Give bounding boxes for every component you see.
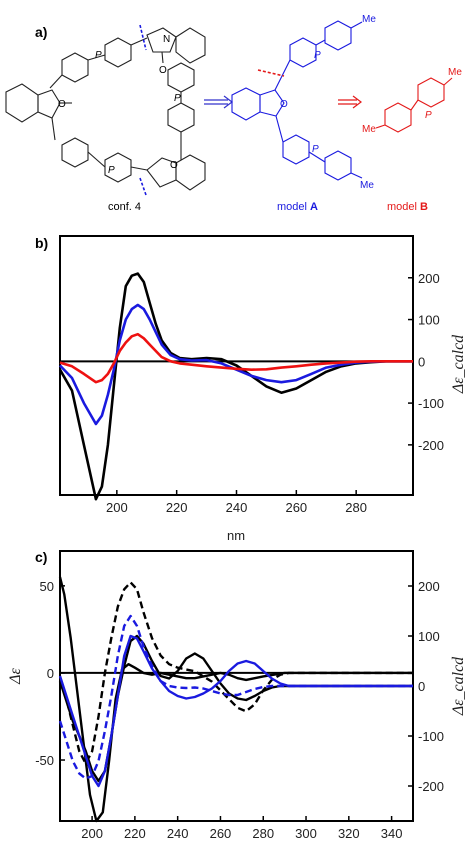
p-label: P — [95, 50, 102, 61]
imidazolidinone-ring-left — [37, 89, 61, 119]
panel-b-x-tick-label: 220 — [166, 500, 188, 515]
oxygen-label-bottom: O — [170, 160, 178, 171]
p-label-a2: P — [312, 144, 319, 155]
phenyl-a-4 — [324, 150, 352, 181]
panel-b-series-line-2 — [59, 303, 413, 426]
panel-c-y-tick-label-right: 200 — [418, 579, 440, 594]
cyclohexane-ring-top — [175, 27, 206, 64]
panel-b-label: b) — [35, 235, 48, 251]
panel-c-x-tick-label: 280 — [252, 826, 274, 841]
panel-c-series-line-4 — [58, 634, 413, 788]
panel-b-y-tick-label: 200 — [418, 271, 440, 286]
panel-c-x-tick-label: 200 — [81, 826, 103, 841]
phenyl-right-2 — [167, 102, 195, 133]
panel-c-y-tick-label-left: 50 — [40, 579, 54, 594]
carbonyl-bond-top — [161, 51, 164, 64]
phenyl-a-2 — [324, 20, 352, 51]
panel-b-y-tick-label: -200 — [418, 438, 444, 453]
phenyl-b-2 — [417, 77, 445, 108]
phenyl-bottom-2 — [104, 152, 132, 183]
macrocycle-structure — [5, 27, 206, 191]
panel-b-x-tick-label: 200 — [106, 500, 128, 515]
panel-c-y-ticks-right: 200 100 0 -100 -200 — [408, 579, 444, 794]
imidazolidinone-ring-top — [146, 27, 177, 53]
phenyl-top-1 — [104, 37, 132, 68]
panel-b-x-tick-label: 260 — [285, 500, 307, 515]
panel-c-y-tick-label-right: 0 — [418, 679, 425, 694]
panel-c-series-line-2 — [58, 581, 413, 765]
p-label-b: P — [425, 110, 432, 121]
panel-b-x-ticks: 200 220 240 260 280 — [106, 490, 367, 515]
methyl-label-b2: Me — [448, 67, 462, 78]
panel-c-x-tick-label: 320 — [338, 826, 360, 841]
panel-b-xlabel: nm — [227, 528, 245, 543]
cyclohexane-ring-bottom — [175, 154, 206, 191]
panel-c-x-tick-label: 240 — [167, 826, 189, 841]
model-b-structure — [375, 77, 453, 133]
phenyl-right-1 — [167, 62, 195, 93]
methyl-label-a2: Me — [360, 180, 374, 191]
panel-b-ylabel-right: Δε_calcd — [450, 334, 467, 394]
oxygen-label-a: O — [280, 99, 288, 110]
methyl-label-a1: Me — [362, 14, 376, 25]
p-label-right: P — [174, 93, 181, 104]
panel-c-x-tick-label: 220 — [124, 826, 146, 841]
panel-c-y-tick-label-left: -50 — [35, 753, 54, 768]
oxygen-label-left: O — [58, 99, 66, 110]
panel-c-ylabel-right: Δε_calcd — [450, 656, 467, 716]
phenyl-top-2 — [61, 52, 89, 83]
panel-c-series — [58, 576, 413, 823]
panel-c-x-tick-label: 300 — [295, 826, 317, 841]
panel-c-ylabel-left: Δε — [7, 667, 24, 684]
panel-b-y-tick-label: 100 — [418, 313, 440, 328]
panel-c-x-ticks: 200 220 240 260 280 300 320 340 — [81, 816, 402, 841]
phenyl-a-3 — [282, 134, 310, 165]
panel-c-x-tick-label: 260 — [210, 826, 232, 841]
panel-c-series-line-1 — [58, 576, 413, 823]
panel-b-series-line-1 — [58, 272, 413, 501]
panel-c-series-line-5 — [58, 614, 413, 780]
panel-c-y-tick-label-right: 100 — [418, 629, 440, 644]
phenyl-bottom-1 — [61, 137, 89, 168]
cut-mark-a — [257, 69, 285, 77]
panel-c-label: c) — [35, 549, 47, 565]
panel-c-y-tick-label-left: 0 — [47, 666, 54, 681]
p-label-a: P — [314, 50, 321, 61]
panel-a: a) — [5, 14, 462, 213]
caption-conf-4: conf. 4 — [108, 201, 141, 213]
panel-b-series — [58, 272, 413, 501]
cut-mark-top — [139, 24, 147, 51]
imidazolidinone-ring-a — [259, 89, 285, 117]
panel-c-chart: c) 200 220 240 260 280 300 320 340 50 0 -50 200 10… — [7, 549, 467, 841]
p-label-bottom: P — [108, 165, 115, 176]
panel-b-y-tick-label: -100 — [418, 396, 444, 411]
panel-b-x-tick-label: 240 — [226, 500, 248, 515]
panel-b-y-ticks-right: 200 100 0 -100 -200 — [408, 271, 444, 453]
methyl-label-b1: Me — [362, 124, 376, 135]
panel-a-label: a) — [35, 24, 47, 40]
panel-b-chart: b) 200 220 240 260 280 200 100 0 -100 -200 nm Δε… — [35, 235, 467, 543]
caption-model-b: model B — [387, 201, 428, 213]
oxygen-label: O — [159, 65, 167, 76]
panel-c-x-tick-label: 340 — [381, 826, 403, 841]
model-a-structure — [231, 20, 363, 181]
arrow-to-model-a — [204, 95, 233, 109]
panel-b-x-tick-label: 280 — [345, 500, 367, 515]
phenyl-a-1 — [289, 37, 317, 68]
panel-c-y-tick-label-right: -200 — [418, 779, 444, 794]
panel-b-series-line-3 — [59, 332, 413, 384]
panel-c-y-tick-label-right: -100 — [418, 729, 444, 744]
cyclohexane-ring-a — [231, 87, 261, 121]
cyclohexane-ring-left — [5, 83, 39, 123]
panel-c-series-line-3 — [58, 634, 413, 783]
cut-mark-bottom — [139, 177, 147, 196]
panel-b-y-tick-label: 0 — [418, 354, 425, 369]
nitrogen-label: N — [163, 34, 170, 45]
arrow-to-model-b — [338, 95, 362, 109]
phenyl-b-1 — [384, 102, 412, 133]
caption-model-a: model A — [277, 201, 318, 213]
